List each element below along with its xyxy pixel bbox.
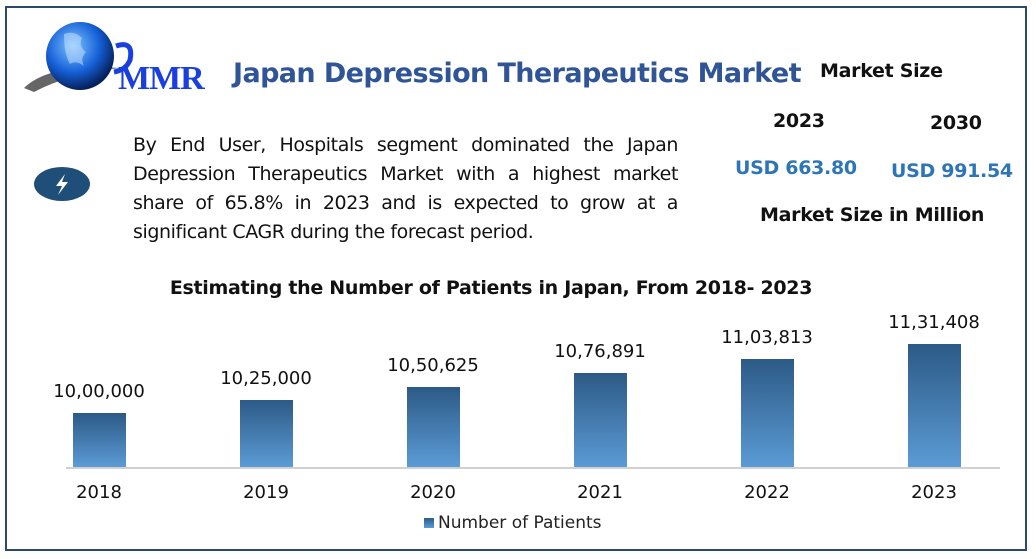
globe-logo-icon (24, 22, 134, 92)
chart-title: Estimating the Number of Patients in Jap… (169, 277, 813, 299)
bar-2022 (741, 358, 794, 467)
legend-swatch (424, 518, 434, 528)
data-label-2020: 10,50,625 (387, 354, 479, 376)
bar-2021 (574, 372, 627, 467)
x-tick-2021: 2021 (577, 482, 623, 503)
x-tick-2018: 2018 (76, 482, 122, 503)
x-tick-2023: 2023 (911, 482, 957, 503)
market-value-2030: USD 991.54 (891, 160, 1013, 182)
bar-2019 (240, 399, 293, 467)
data-label-2018: 10,00,000 (53, 380, 145, 402)
bar-2023 (908, 344, 961, 467)
legend-label: Number of Patients (438, 513, 602, 533)
page-title: Japan Depression Therapeutics Market (233, 58, 802, 89)
frame (5, 6, 1027, 551)
bar-2020 (407, 386, 460, 467)
legend: Number of Patients (424, 513, 602, 533)
data-label-2019: 10,25,000 (220, 367, 312, 389)
market-size-heading: Market Size (820, 60, 943, 82)
data-label-2023: 11,31,408 (888, 312, 980, 334)
x-axis-line (66, 467, 1000, 469)
data-label-2022: 11,03,813 (721, 326, 813, 348)
market-year-2023: 2023 (773, 110, 825, 132)
market-unit: Market Size in Million (760, 204, 985, 226)
description-text: By End User, Hospitals segment dominated… (133, 134, 678, 243)
data-label-2021: 10,76,891 (554, 340, 646, 362)
x-tick-2022: 2022 (744, 482, 790, 503)
market-year-2030: 2030 (930, 112, 982, 134)
market-value-2023: USD 663.80 (735, 157, 857, 179)
logo-text: MMR (118, 60, 205, 97)
x-tick-2020: 2020 (410, 482, 456, 503)
lightning-icon (34, 167, 90, 201)
x-tick-2019: 2019 (243, 482, 289, 503)
bar-2018 (73, 412, 126, 467)
